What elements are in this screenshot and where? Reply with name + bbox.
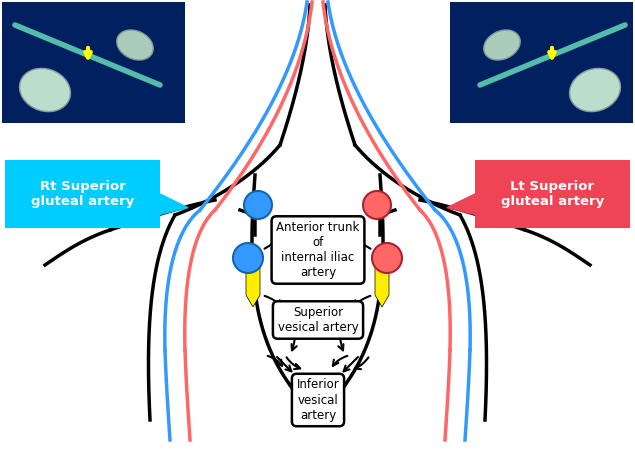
Text: Anterior trunk
of
internal iliac
artery: Anterior trunk of internal iliac artery <box>276 221 359 279</box>
FancyBboxPatch shape <box>475 160 630 228</box>
Circle shape <box>233 243 263 273</box>
Text: Superior
vesical artery: Superior vesical artery <box>277 306 358 334</box>
FancyArrow shape <box>246 250 260 307</box>
Circle shape <box>372 243 402 273</box>
Polygon shape <box>160 194 188 214</box>
Text: Lt Superior
gluteal artery: Lt Superior gluteal artery <box>501 180 604 208</box>
Circle shape <box>363 191 391 219</box>
Ellipse shape <box>20 69 70 112</box>
Ellipse shape <box>117 30 153 60</box>
FancyBboxPatch shape <box>2 2 185 123</box>
FancyBboxPatch shape <box>5 160 160 228</box>
Ellipse shape <box>570 69 620 112</box>
FancyArrow shape <box>375 250 389 307</box>
FancyBboxPatch shape <box>450 2 633 123</box>
Text: Rt Superior
gluteal artery: Rt Superior gluteal artery <box>31 180 134 208</box>
Text: Inferior
vesical
artery: Inferior vesical artery <box>297 378 339 422</box>
Ellipse shape <box>484 30 520 60</box>
Polygon shape <box>447 194 475 214</box>
Circle shape <box>244 191 272 219</box>
